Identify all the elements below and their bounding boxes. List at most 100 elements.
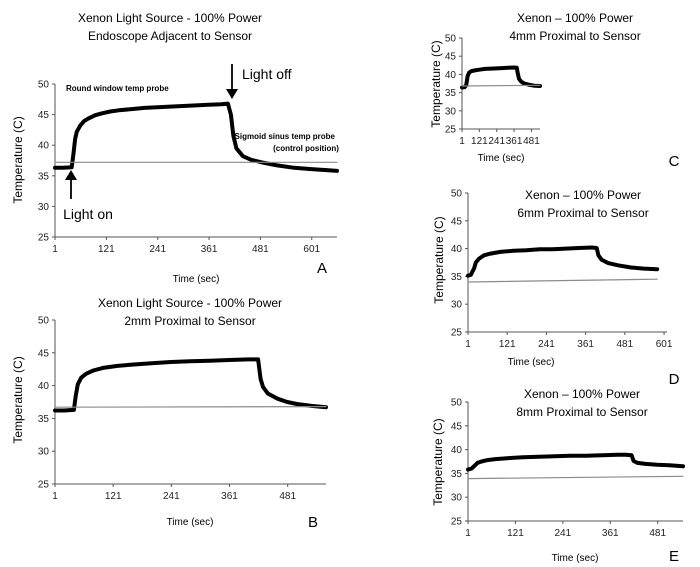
x-tick-label: 241: [538, 339, 555, 350]
chart-subtitle: 4mm Proximal to Sensor: [509, 29, 640, 43]
y-tick-label: 25: [445, 125, 457, 136]
chart-panels: Xenon Light Source - 100% Power Endoscope…: [11, 11, 685, 565]
y-tick-label: 50: [445, 34, 457, 45]
chart-title: Xenon – 100% Power: [517, 11, 633, 25]
x-tick-label: 121: [499, 339, 516, 350]
x-tick-label: 241: [149, 244, 166, 255]
x-tick-label: 121: [471, 136, 488, 147]
series-line-test-probe: [53, 357, 328, 413]
x-tick-label: 361: [506, 136, 523, 147]
x-tick-label: 1: [465, 528, 471, 539]
series-line-test-probe: [460, 65, 542, 90]
chart-subtitle: Endoscope Adjacent to Sensor: [88, 29, 252, 43]
x-tick-label: 1: [52, 491, 58, 502]
y-tick-label: 45: [38, 348, 50, 359]
y-tick-label: 25: [451, 328, 463, 339]
chart-title: Xenon Light Source - 100% Power: [78, 11, 262, 25]
x-tick-label: 481: [617, 339, 634, 350]
chart-panel-a: Xenon Light Source - 100% Power Endoscope…: [11, 11, 339, 285]
x-tick-label: 481: [523, 136, 540, 147]
y-tick-label: 50: [451, 398, 463, 409]
y-tick-label: 40: [38, 141, 50, 152]
x-tick-label: 361: [602, 528, 619, 539]
y-tick-label: 45: [451, 216, 463, 227]
x-tick-label: 361: [577, 339, 594, 350]
chart-panel-e: Xenon – 100% Power 8mm Proximal to Sensor…: [431, 387, 685, 565]
annotation-light-on: Light on: [63, 206, 113, 222]
chart-title: Xenon Light Source - 100% Power: [98, 296, 282, 310]
y-tick-label: 40: [451, 244, 463, 255]
panel-letter: B: [308, 514, 318, 531]
y-tick-label: 40: [38, 381, 50, 392]
y-tick-label: 40: [451, 445, 463, 456]
x-tick-label: 361: [221, 491, 238, 502]
x-axis-label: Time (sec): [508, 357, 555, 368]
x-tick-label: 601: [303, 244, 320, 255]
x-tick-label: 1: [52, 244, 58, 255]
x-tick-label: 241: [163, 491, 180, 502]
annotation-light-off: Light off: [242, 66, 292, 82]
series-line-control-probe: [467, 278, 658, 283]
x-tick-label: 1: [465, 339, 471, 350]
y-tick-label: 25: [451, 517, 463, 528]
x-axis-label: Time (sec): [552, 553, 599, 564]
panel-letter: E: [669, 548, 679, 565]
y-tick-label: 35: [38, 414, 50, 425]
series-line-control-probe: [467, 475, 684, 480]
x-tick-label: 121: [105, 491, 122, 502]
y-tick-label: 30: [38, 447, 50, 458]
y-tick-label: 45: [38, 110, 50, 121]
panel-letter: C: [669, 153, 680, 170]
y-tick-label: 30: [451, 300, 463, 311]
x-tick-label: 601: [656, 339, 673, 350]
y-tick-label: 30: [451, 493, 463, 504]
arrowhead-light-on: [65, 170, 77, 180]
x-tick-label: 481: [252, 244, 269, 255]
y-axis-label: Temperature (C): [431, 418, 445, 505]
y-tick-label: 30: [445, 106, 457, 117]
y-tick-label: 30: [38, 202, 50, 213]
y-tick-label: 35: [451, 469, 463, 480]
y-tick-label: 25: [38, 233, 50, 244]
panel-letter: A: [317, 260, 327, 277]
chart-panel-d: Xenon – 100% Power 6mm Proximal to Sensor…: [432, 188, 680, 388]
chart-panel-b: Xenon Light Source - 100% Power 2mm Proxi…: [11, 296, 328, 531]
y-tick-label: 50: [38, 80, 50, 91]
y-tick-label: 25: [38, 480, 50, 491]
annotation-control-position: (control position): [273, 144, 339, 153]
chart-subtitle: 2mm Proximal to Sensor: [124, 314, 255, 328]
x-tick-label: 241: [488, 136, 505, 147]
y-axis-label: Temperature (C): [11, 356, 25, 443]
annotation-sigmoid-sinus: Sigmoid sinus temp probe: [235, 132, 336, 141]
y-tick-label: 50: [38, 316, 50, 327]
y-axis-label: Temperature (C): [432, 216, 446, 303]
panel-letter: D: [669, 371, 680, 388]
x-tick-label: 121: [98, 244, 115, 255]
x-tick-label: 361: [201, 244, 218, 255]
chart-subtitle: 6mm Proximal to Sensor: [517, 206, 648, 220]
y-tick-label: 40: [445, 70, 457, 81]
chart-title: Xenon – 100% Power: [524, 387, 640, 401]
arrowhead-light-off: [226, 89, 238, 99]
chart-panel-c: Xenon – 100% Power 4mm Proximal to Sensor…: [429, 11, 680, 170]
y-tick-label: 35: [451, 272, 463, 283]
x-tick-label: 1: [459, 136, 465, 147]
y-axis-label: Temperature (C): [11, 116, 25, 203]
series-line-control-probe: [461, 84, 541, 87]
y-axis-label: Temperature (C): [429, 40, 443, 127]
x-tick-label: 241: [555, 528, 572, 539]
x-axis-label: Time (sec): [173, 274, 220, 285]
annotation-round-window: Round window temp probe: [66, 84, 169, 93]
y-tick-label: 45: [451, 421, 463, 432]
chart-title: Xenon – 100% Power: [525, 188, 641, 202]
series-line-test-probe: [466, 452, 685, 472]
x-axis-label: Time (sec): [167, 517, 214, 528]
series-line-control-probe: [54, 406, 327, 408]
chart-subtitle: 8mm Proximal to Sensor: [516, 405, 647, 419]
series-line-test-probe: [466, 245, 660, 278]
x-tick-label: 121: [507, 528, 524, 539]
y-tick-label: 45: [445, 52, 457, 63]
x-tick-label: 481: [279, 491, 296, 502]
